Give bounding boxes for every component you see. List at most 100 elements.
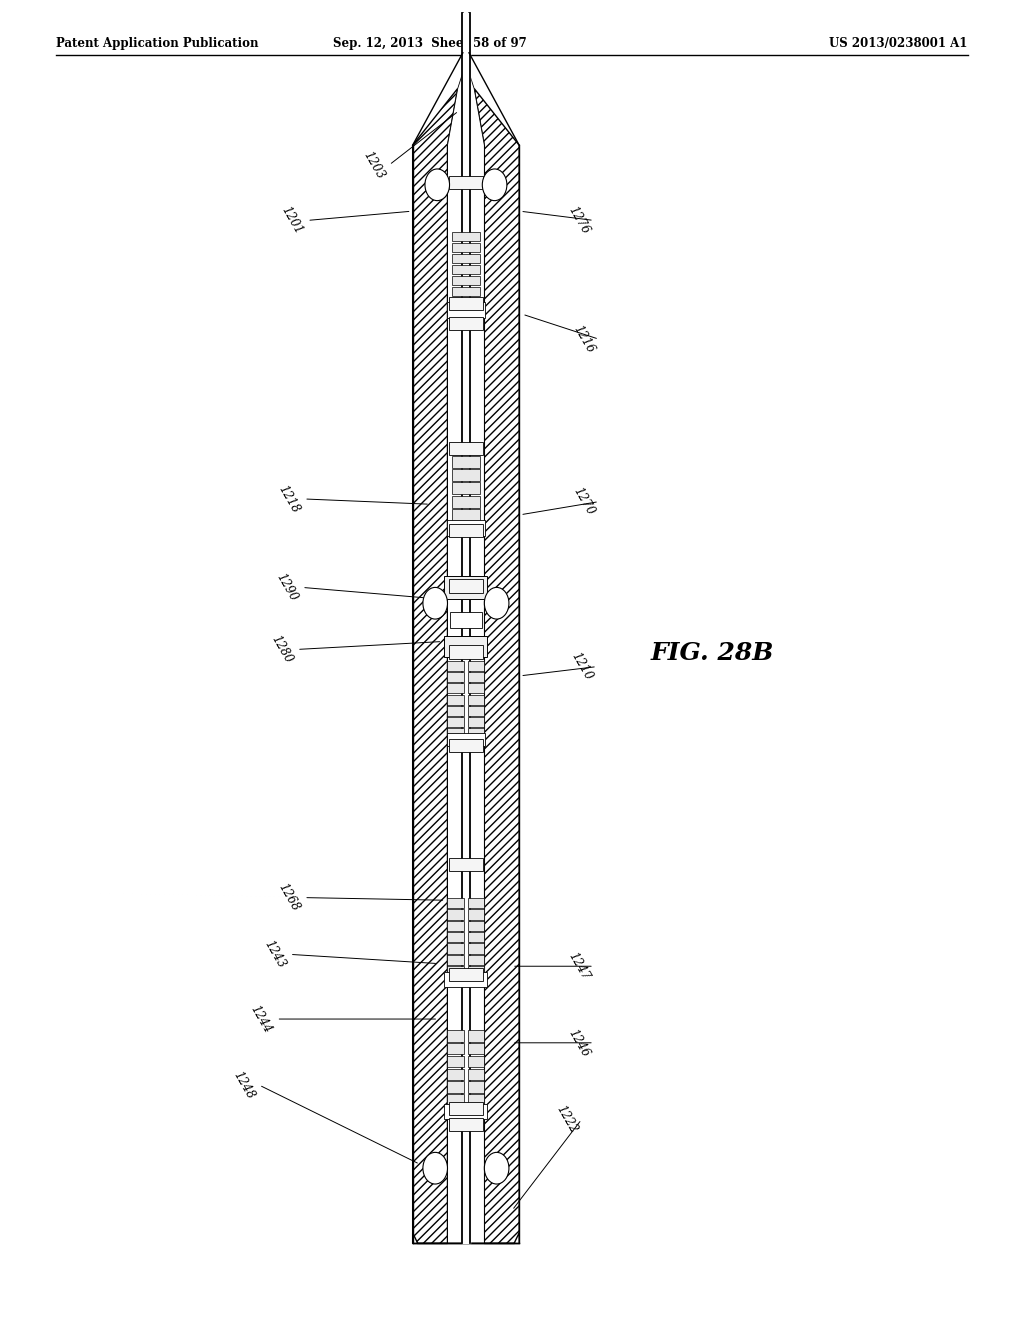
Polygon shape (452, 495, 480, 508)
Polygon shape (447, 944, 464, 953)
Polygon shape (451, 612, 481, 628)
Polygon shape (447, 717, 464, 727)
Polygon shape (444, 972, 487, 987)
Circle shape (423, 587, 447, 619)
Polygon shape (450, 1118, 482, 1131)
Text: 1222: 1222 (553, 1104, 580, 1135)
Polygon shape (450, 317, 482, 330)
Polygon shape (447, 733, 484, 746)
Polygon shape (447, 966, 464, 977)
Polygon shape (452, 243, 480, 252)
Polygon shape (468, 944, 484, 953)
Polygon shape (450, 297, 482, 310)
Polygon shape (452, 253, 480, 264)
Polygon shape (447, 921, 464, 931)
Text: 1247: 1247 (565, 950, 592, 982)
Polygon shape (447, 1043, 464, 1055)
Polygon shape (447, 694, 464, 705)
Polygon shape (450, 1102, 482, 1115)
Polygon shape (468, 1068, 484, 1080)
Circle shape (425, 169, 450, 201)
Polygon shape (452, 264, 480, 275)
Polygon shape (447, 932, 464, 942)
Polygon shape (452, 482, 480, 495)
Text: 1270: 1270 (570, 486, 597, 517)
Text: 1246: 1246 (565, 1027, 592, 1059)
Polygon shape (413, 88, 458, 1243)
Polygon shape (447, 660, 464, 671)
Polygon shape (468, 1094, 484, 1106)
Polygon shape (468, 1081, 484, 1093)
Polygon shape (468, 660, 484, 671)
Text: 1243: 1243 (261, 939, 288, 970)
Text: 1216: 1216 (570, 323, 597, 355)
Text: Sep. 12, 2013  Sheet 58 of 97: Sep. 12, 2013 Sheet 58 of 97 (333, 37, 527, 50)
Polygon shape (450, 858, 482, 871)
Polygon shape (468, 1030, 484, 1041)
Text: 1276: 1276 (565, 205, 592, 236)
Text: 1248: 1248 (230, 1069, 257, 1101)
Polygon shape (468, 706, 484, 715)
Polygon shape (447, 1030, 464, 1041)
Polygon shape (447, 1094, 464, 1106)
Polygon shape (474, 88, 519, 1243)
Polygon shape (468, 966, 484, 977)
Polygon shape (468, 717, 484, 727)
Polygon shape (450, 645, 482, 659)
Polygon shape (447, 1081, 464, 1093)
Polygon shape (447, 1056, 464, 1068)
Text: FIG. 28B: FIG. 28B (650, 642, 773, 665)
Text: 1210: 1210 (568, 651, 595, 682)
Polygon shape (447, 909, 464, 920)
Polygon shape (413, 1233, 519, 1243)
Text: 1203: 1203 (360, 149, 387, 181)
Circle shape (482, 169, 507, 201)
Polygon shape (447, 520, 484, 536)
Polygon shape (452, 455, 480, 469)
Polygon shape (468, 932, 484, 942)
Polygon shape (447, 898, 464, 908)
Text: 1268: 1268 (275, 882, 302, 913)
Text: 1218: 1218 (275, 483, 302, 515)
Polygon shape (468, 1043, 484, 1055)
Text: Patent Application Publication: Patent Application Publication (56, 37, 259, 50)
Polygon shape (444, 636, 487, 657)
Polygon shape (468, 672, 484, 682)
Polygon shape (468, 954, 484, 965)
Polygon shape (444, 1104, 487, 1119)
Polygon shape (468, 898, 484, 908)
Polygon shape (447, 729, 464, 739)
Polygon shape (468, 684, 484, 693)
Polygon shape (447, 1068, 464, 1080)
Polygon shape (447, 706, 464, 715)
Polygon shape (447, 73, 484, 1243)
Text: 1280: 1280 (268, 634, 295, 665)
Polygon shape (468, 694, 484, 705)
Polygon shape (450, 579, 482, 593)
Circle shape (484, 587, 509, 619)
Polygon shape (447, 302, 484, 318)
Polygon shape (468, 729, 484, 739)
Polygon shape (452, 231, 480, 242)
Polygon shape (452, 286, 480, 297)
Polygon shape (447, 954, 464, 965)
Polygon shape (450, 739, 482, 752)
Polygon shape (450, 176, 482, 189)
Polygon shape (452, 469, 480, 482)
Polygon shape (452, 276, 480, 285)
Polygon shape (447, 672, 464, 682)
Polygon shape (450, 442, 482, 455)
Polygon shape (447, 684, 464, 693)
Text: 1201: 1201 (279, 205, 305, 236)
Polygon shape (468, 909, 484, 920)
Text: US 2013/0238001 A1: US 2013/0238001 A1 (829, 37, 968, 50)
Text: 1244: 1244 (248, 1003, 274, 1035)
Circle shape (423, 1152, 447, 1184)
Circle shape (484, 1152, 509, 1184)
Polygon shape (452, 508, 480, 521)
Text: 1290: 1290 (273, 572, 300, 603)
Polygon shape (450, 968, 482, 981)
Polygon shape (450, 524, 482, 537)
Polygon shape (444, 576, 487, 599)
Polygon shape (468, 1056, 484, 1068)
